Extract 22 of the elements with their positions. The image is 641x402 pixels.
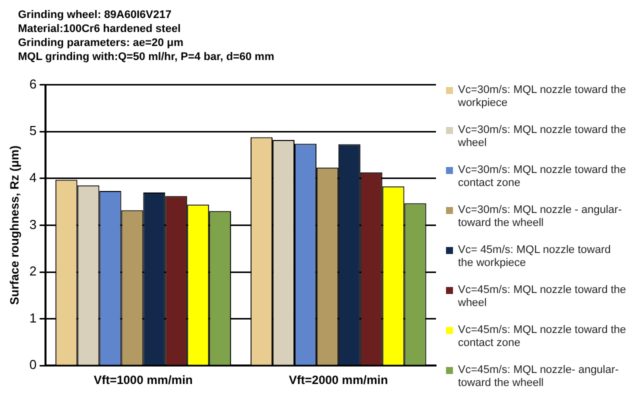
y-tick-label: 3 bbox=[29, 216, 37, 232]
legend-label: Vc=45m/s: MQL nozzle toward the contact zone bbox=[458, 324, 628, 350]
text: Grinding parameters: ae=20 μm bbox=[18, 36, 184, 50]
x-tick-label: Vft=1000 mm/min bbox=[94, 373, 193, 388]
text: Grinding wheel: 89A60I6V217 bbox=[18, 8, 172, 22]
legend-label: Vc=45m/s: MQL nozzle- angular-toward the wheell bbox=[458, 364, 620, 390]
text: Material:100Cr6 hardened steel bbox=[18, 22, 182, 36]
y-axis-title: Surface roughness, Rz (μm) bbox=[8, 146, 22, 305]
y-tick-label: 6 bbox=[29, 76, 37, 92]
x-tick-label: Vft=2000 mm/min bbox=[288, 373, 388, 388]
legend-label: Vc= 45m/s: MQL nozzle toward the workpiece bbox=[458, 244, 612, 270]
y-tick-label: 5 bbox=[29, 123, 37, 138]
legend-label: Vc=30m/s: MQL nozzle toward the wheel bbox=[458, 124, 628, 150]
legend-label: Vc=30m/s: MQL nozzle toward the workpiece bbox=[458, 84, 628, 110]
legend-label: Vc=45m/s: MQL nozzle toward the wheel bbox=[458, 284, 628, 310]
y-tick-label: 0 bbox=[29, 357, 37, 372]
legend-label: Vc=30m/s: MQL nozzle toward the contact zone bbox=[458, 164, 628, 190]
y-tick-label: 1 bbox=[29, 310, 37, 326]
legend-label: Vc=30m/s: MQL nozzle - angular-toward the wheell bbox=[458, 204, 623, 230]
y-tick-label: 4 bbox=[29, 170, 37, 185]
text: MQL grinding with:Q=50 ml/hr, P=4 bar, d=60 mm bbox=[18, 50, 274, 64]
y-tick-label: 2 bbox=[29, 264, 37, 279]
